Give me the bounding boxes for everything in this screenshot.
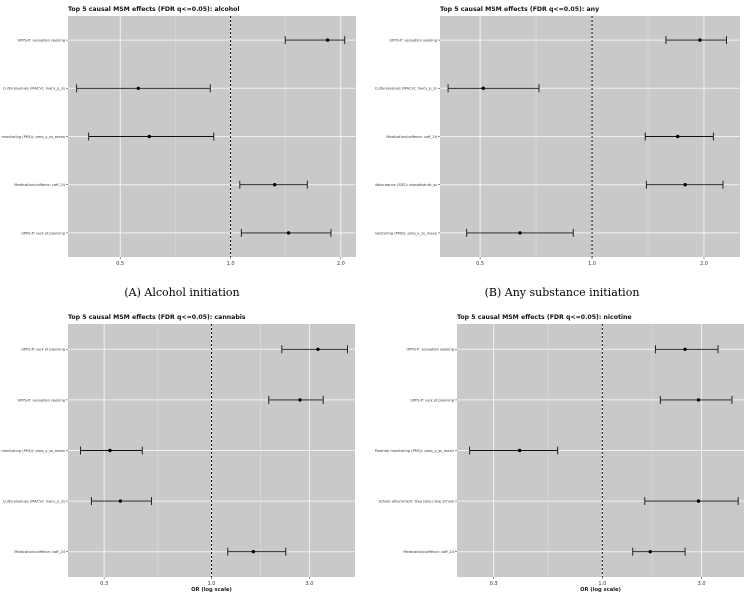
x-tick-label: 0.3 — [490, 581, 498, 587]
or-point — [683, 347, 687, 351]
or-point — [136, 86, 140, 91]
y-tick-label: Parental monitoring (PMQ): pmq_y_ss_mean — [0, 135, 65, 139]
or-point — [648, 550, 652, 554]
or-point — [108, 448, 112, 453]
chart-title: Top 5 causal MSM effects (FDR q<=0.05): … — [440, 6, 599, 13]
or-point — [325, 38, 330, 42]
or-point — [118, 499, 123, 503]
x-tick-label: 0.3 — [100, 581, 108, 587]
x-tick-label: 2.0 — [700, 261, 708, 265]
y-tick-label: Sleep disturbance (SDS): sleepdisturb_ss — [375, 183, 437, 187]
or-point — [273, 183, 277, 187]
y-tick-label: Culture/values (MACV): macv_p_ss — [375, 87, 437, 91]
x-axis-label: OR (log scale) — [580, 587, 621, 593]
y-tick-label: Medication/caffeine: caff_24 — [14, 550, 65, 554]
x-tick-label: 3.0 — [698, 581, 706, 587]
or-point — [251, 550, 256, 554]
x-tick-label: 0.5 — [116, 261, 124, 265]
y-tick-label: Parental monitoring (PMQ): pmq_y_ss_mean — [0, 449, 65, 453]
or-point — [316, 347, 320, 351]
or-point — [696, 499, 701, 503]
y-tick-label: Medication/caffeine: caff_24 — [386, 135, 437, 139]
or-point — [298, 398, 302, 402]
or-point — [286, 231, 291, 235]
or-point — [676, 134, 680, 139]
or-point — [698, 38, 702, 42]
y-tick-label: Medication/caffeine: caff_24 — [403, 550, 454, 554]
y-tick-label: Medication/caffeine: caff_24 — [14, 183, 65, 187]
or-point — [696, 398, 701, 402]
forest-plot-any: Top 5 causal MSM effects (FDR q<=0.05): … — [375, 6, 740, 265]
chart-title: Top 5 causal MSM effects (FDR q<=0.05): … — [68, 314, 246, 321]
y-tick-label: UPPS-P: lack of planning — [21, 348, 65, 352]
y-tick-label: UPPS-P: sensation seeking — [390, 39, 437, 43]
caption-alcohol: (A) Alcohol initiation — [124, 286, 240, 299]
y-tick-label: Parental monitoring (PMQ): pmq_y_ss_mean — [375, 449, 454, 453]
caption-any: (B) Any substance initiation — [484, 286, 640, 299]
or-point — [147, 134, 151, 139]
x-tick-label: 1.0 — [588, 261, 596, 265]
y-tick-label: UPPS-P: lack of planning — [21, 231, 65, 235]
x-tick-label: 1.0 — [227, 261, 235, 265]
chart-title: Top 5 causal MSM effects (FDR q<=0.05): … — [457, 314, 632, 321]
chart-title: Top 5 causal MSM effects (FDR q<=0.05): … — [68, 6, 240, 13]
y-tick-label: Culture/values (MACV): macv_p_ss — [3, 500, 65, 504]
y-tick-label: UPPS-P: sensation seeking — [18, 39, 65, 43]
or-point — [481, 86, 486, 91]
x-tick-label: 0.5 — [476, 261, 484, 265]
y-tick-label: UPPS-P: sensation seeking — [18, 398, 65, 402]
forest-plot-nicotine: Top 5 causal MSM effects (FDR q<=0.05): … — [375, 314, 744, 593]
forest-plot-alcohol: Top 5 causal MSM effects (FDR q<=0.05): … — [0, 6, 356, 265]
y-tick-label: Parental monitoring (PMQ): pmq_y_ss_mean — [375, 231, 437, 235]
forest-plot-cannabis: Top 5 causal MSM effects (FDR q<=0.05): … — [0, 314, 355, 593]
x-tick-label: 3.0 — [305, 581, 313, 587]
x-tick-label: 2.0 — [337, 261, 345, 265]
y-tick-label: Culture/values (MACV): macv_p_ss — [3, 87, 65, 91]
or-point — [518, 231, 522, 235]
y-tick-label: School attachment: tlag (skip) skip scho… — [379, 500, 454, 504]
or-point — [517, 448, 522, 453]
or-point — [683, 183, 687, 187]
x-tick-label: 1.0 — [598, 581, 606, 587]
x-tick-label: 1.0 — [208, 581, 216, 587]
y-tick-label: UPPS-P: sensation seeking — [407, 348, 454, 352]
y-tick-label: UPPS-P: lack of planning — [410, 398, 454, 402]
x-axis-label: OR (log scale) — [191, 587, 232, 593]
